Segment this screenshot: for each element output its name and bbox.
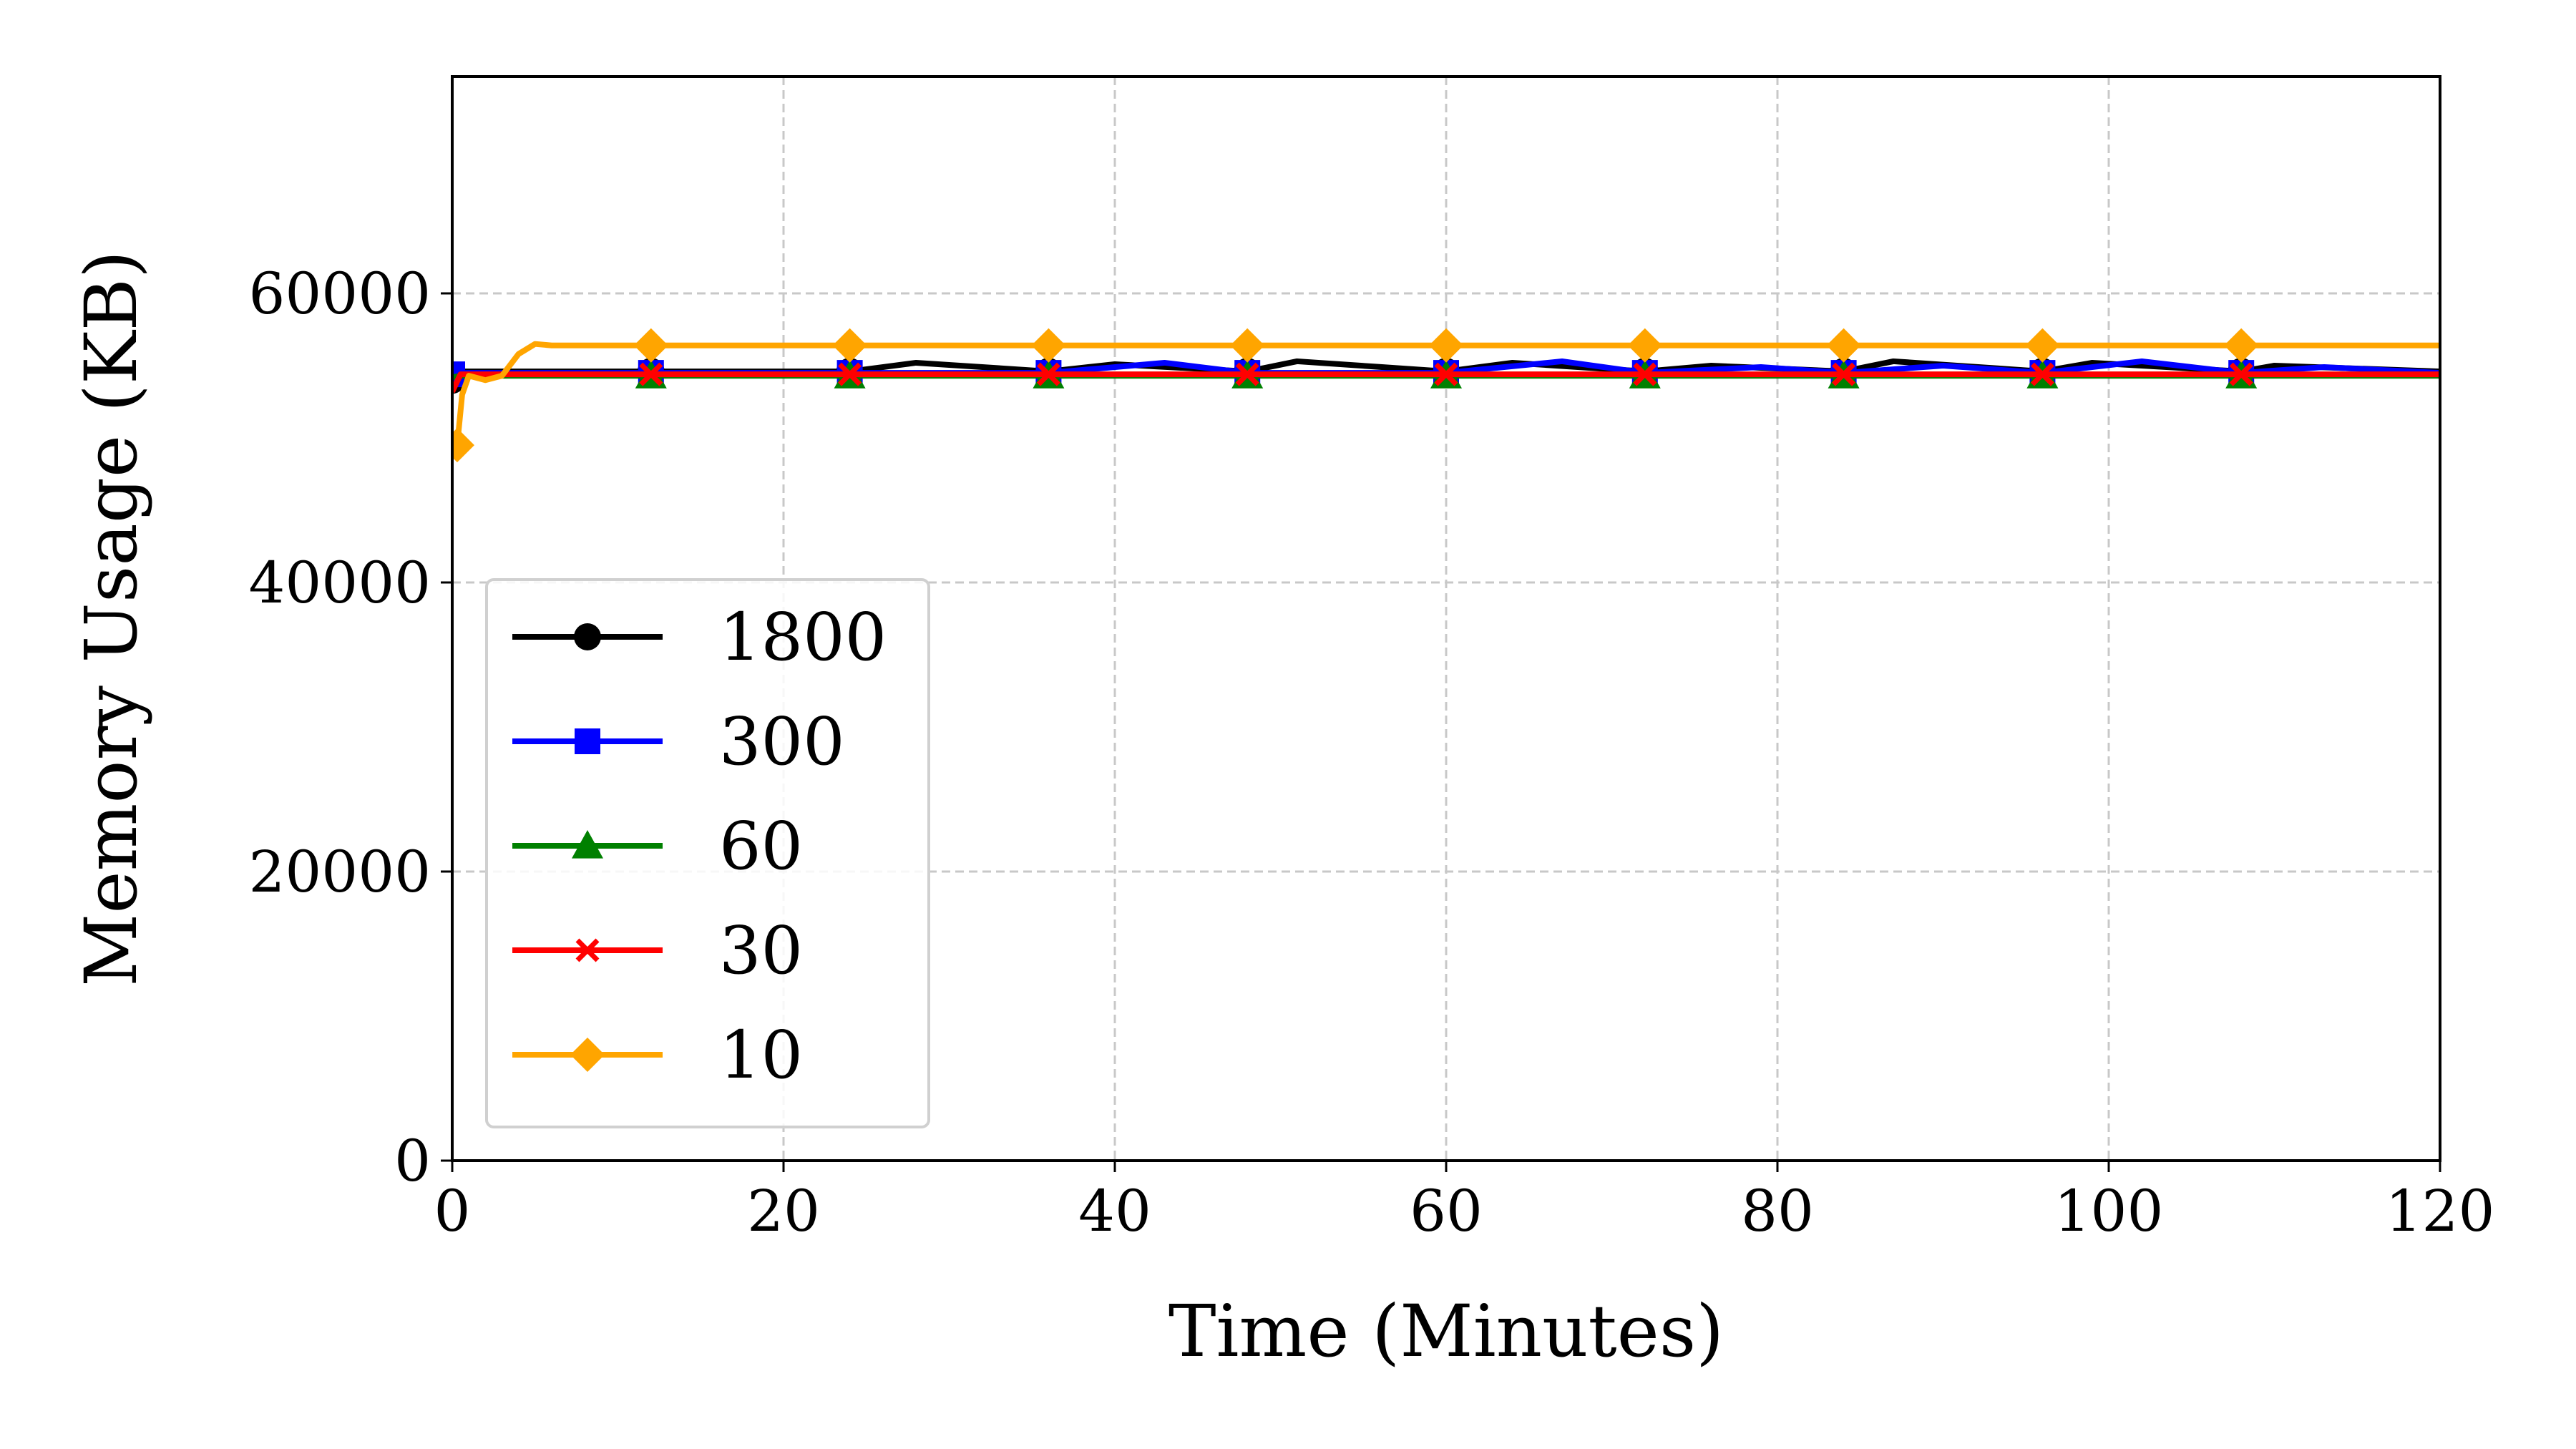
legend-marker: [574, 623, 601, 650]
axis-ticks: 0 20 40 60 80 100 120 0 20000 40000 60000: [249, 260, 2495, 1244]
data-point-10: [1627, 328, 1662, 363]
data-point-30: [1235, 362, 1259, 386]
series-line-10: [454, 341, 2440, 446]
data-point-30: [2030, 362, 2054, 386]
data-point-10: [633, 328, 668, 363]
y-tick-label: 0: [394, 1128, 431, 1194]
legend-label: 10: [719, 1017, 803, 1093]
x-tick-label: 80: [1741, 1178, 1814, 1244]
data-point-10: [1826, 328, 1861, 363]
x-axis-label: Time (Minutes): [1169, 1289, 1724, 1373]
data-point-10: [452, 428, 474, 463]
x-tick-label: 40: [1078, 1178, 1151, 1244]
data-point-30: [838, 362, 862, 386]
x-tick-label: 100: [2054, 1178, 2164, 1244]
data-point-10: [2025, 328, 2060, 363]
legend-item-300: 300: [512, 703, 845, 780]
legend-label: 30: [719, 912, 803, 989]
series-10: [452, 328, 2440, 463]
legend: 1800 300 60 30 10: [485, 578, 930, 1128]
data-point-30: [639, 362, 663, 386]
legend-marker: [575, 728, 600, 754]
data-point-10: [1230, 328, 1265, 363]
y-tick-label: 20000: [249, 839, 431, 905]
y-axis-label: Memory Usage (KB): [69, 250, 153, 987]
legend-label: 1800: [719, 599, 887, 675]
x-tick-label: 60: [1410, 1178, 1483, 1244]
legend-item-30: 30: [512, 912, 803, 989]
x-tick-label: 20: [747, 1178, 820, 1244]
data-point-10: [832, 328, 867, 363]
data-point-30: [1832, 362, 1856, 386]
legend-box: [485, 578, 930, 1128]
data-point-10: [1031, 328, 1066, 363]
y-tick-label: 40000: [249, 550, 431, 616]
series-30: [452, 362, 2440, 394]
data-point-10: [1429, 328, 1463, 363]
data-point-30: [2229, 362, 2253, 386]
data-point-30: [1434, 362, 1458, 386]
x-tick-label: 0: [434, 1178, 471, 1244]
data-point-30: [1633, 362, 1657, 386]
legend-marker: [572, 830, 603, 859]
legend-label: 300: [719, 703, 845, 780]
legend-marker: [570, 1038, 605, 1072]
y-tick-label: 60000: [249, 260, 431, 327]
data-point-30: [1036, 362, 1060, 386]
x-tick-label: 120: [2386, 1178, 2495, 1244]
plot-area: [452, 328, 2440, 463]
data-point-10: [2224, 328, 2259, 363]
legend-item-60: 60: [512, 808, 803, 884]
legend-marker: [575, 938, 600, 962]
legend-item-1800: 1800: [512, 599, 887, 675]
legend-item-10: 10: [512, 1017, 803, 1093]
series-line-30: [452, 371, 2440, 394]
legend-label: 60: [719, 808, 803, 884]
